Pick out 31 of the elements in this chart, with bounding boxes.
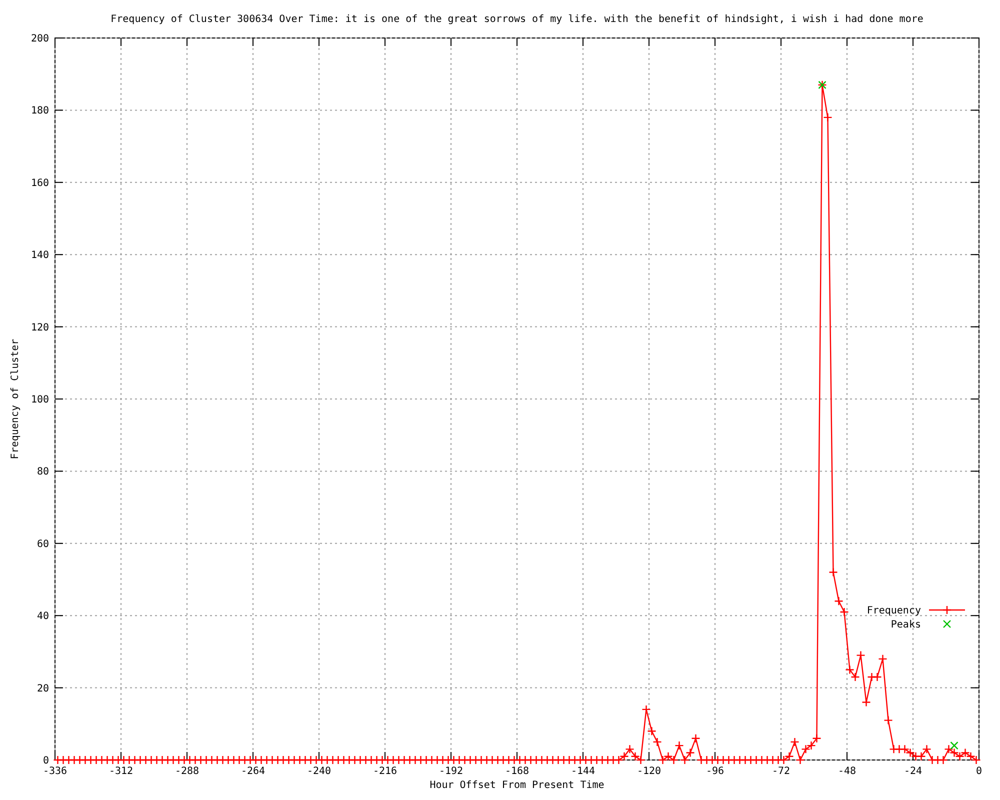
x-tick-label: -192: [438, 766, 464, 777]
y-tick-label: 160: [30, 178, 49, 189]
y-tick-label: 200: [30, 34, 49, 44]
y-tick-label: 120: [30, 322, 49, 334]
y-tick-label: 60: [36, 538, 49, 550]
chart-title: Frequency of Cluster 300634 Over Time: it is one of the great sorrows of my life. with the benefit of hindsight, i wish i had done more: [110, 14, 924, 25]
legend-label: Peaks: [890, 620, 921, 630]
x-tick-label: -120: [636, 766, 662, 777]
y-tick-label: 40: [36, 611, 49, 622]
y-tick-label: 180: [30, 106, 49, 117]
x-tick-label: -216: [372, 766, 398, 777]
x-tick-label: -48: [838, 766, 856, 777]
y-axis-title: Frequency of Cluster: [10, 338, 21, 460]
x-tick-label: -264: [240, 766, 266, 777]
x-tick-label: -288: [174, 766, 200, 777]
y-tick-label: 140: [30, 250, 49, 262]
y-tick-label: 20: [36, 683, 49, 694]
x-tick-label: -96: [706, 766, 724, 777]
y-tick-label: 0: [42, 756, 49, 766]
x-tick-label: 0: [976, 766, 982, 777]
y-tick-label: 100: [30, 394, 49, 406]
x-axis-title: Hour Offset From Present Time: [430, 780, 604, 791]
x-tick-label: -336: [42, 766, 68, 777]
x-tick-label: -168: [504, 766, 530, 777]
x-tick-label: -312: [108, 766, 134, 777]
x-tick-label: -72: [772, 766, 790, 777]
y-tick-label: 80: [36, 466, 49, 478]
legend-label: Frequency: [866, 606, 921, 616]
x-tick-label: -144: [570, 766, 596, 777]
x-tick-label: -24: [904, 766, 922, 777]
x-tick-label: -240: [306, 766, 332, 777]
